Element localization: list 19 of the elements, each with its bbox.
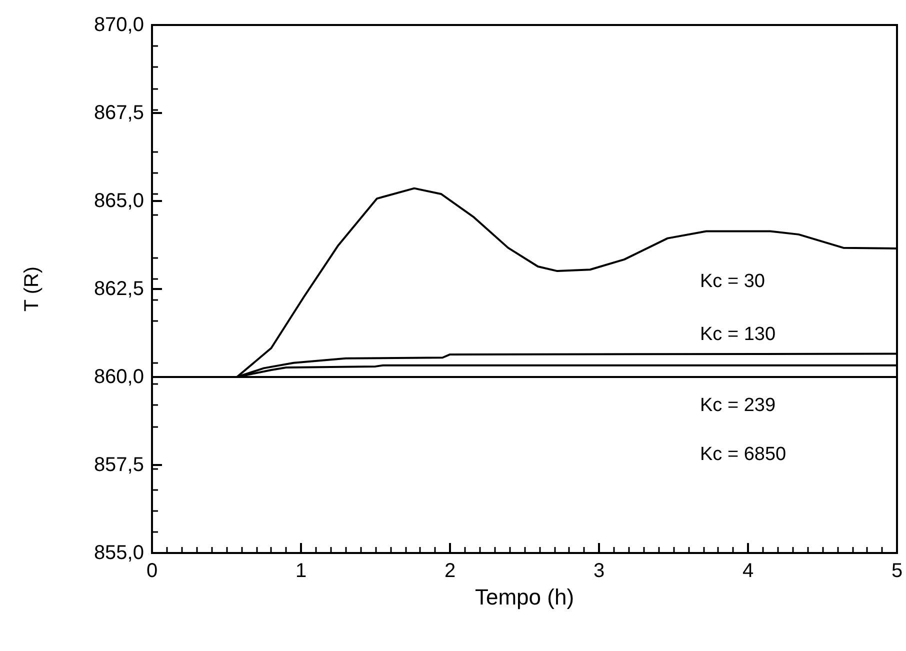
annotation: Kc = 30 <box>700 271 765 292</box>
x-tick-label: 0 <box>146 560 158 582</box>
annotation: Kc = 130 <box>700 324 776 345</box>
y-tick-label: 867,5 <box>94 102 144 124</box>
y-tick-label: 857,5 <box>94 454 144 476</box>
x-axis-title: Tempo (h) <box>474 584 574 610</box>
annotation: Kc = 6850 <box>700 444 786 465</box>
y-axis-title: T (R) <box>21 266 43 312</box>
y-tick-label: 870,0 <box>94 14 144 36</box>
x-tick-label: 2 <box>444 560 456 582</box>
y-tick-label: 860,0 <box>94 366 144 388</box>
x-tick-label: 3 <box>593 560 605 582</box>
y-tick-label: 855,0 <box>94 542 144 564</box>
y-tick-label: 862,5 <box>94 278 144 300</box>
y-tick-label: 865,0 <box>94 190 144 212</box>
annotation: Kc = 239 <box>700 395 776 416</box>
x-tick-label: 4 <box>742 560 754 582</box>
x-tick-label: 5 <box>891 560 903 582</box>
x-tick-label: 1 <box>295 560 307 582</box>
